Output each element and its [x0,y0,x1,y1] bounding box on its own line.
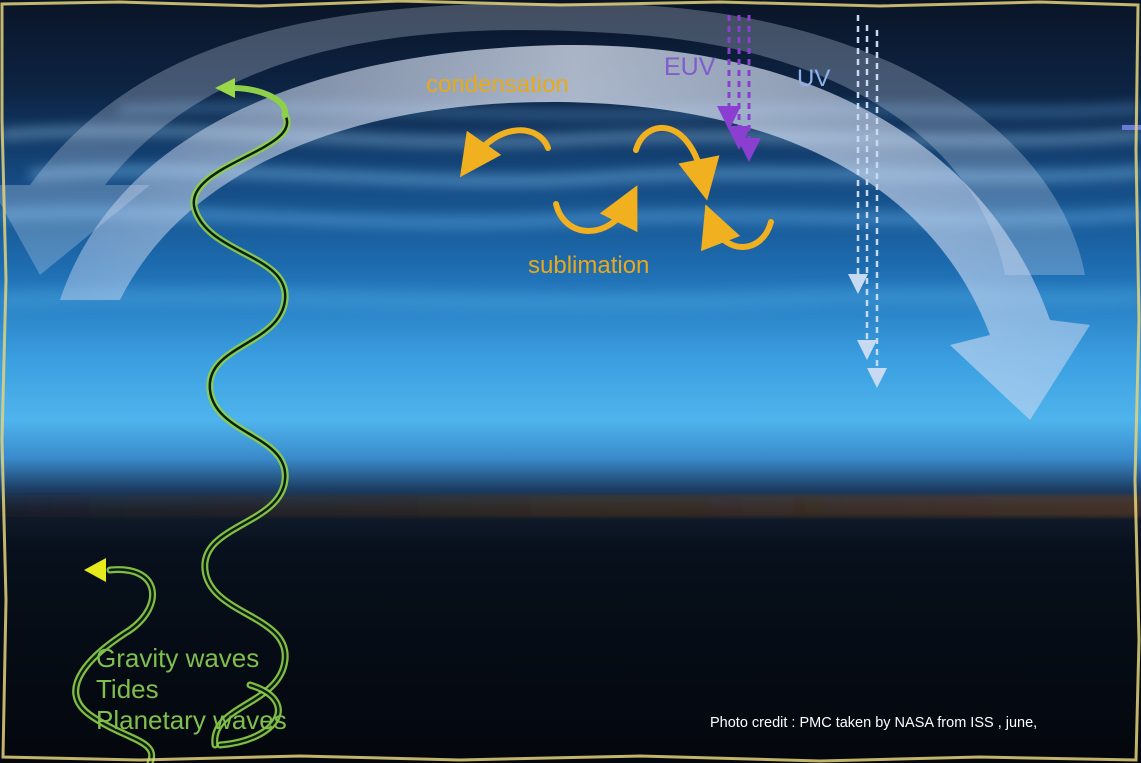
condensation-arrow-2 [633,125,720,201]
condensation-label: condensation [426,71,569,98]
short-wave-core [74,568,154,763]
uv-label: UV [797,65,831,92]
wave-type-gravity: Gravity waves [96,643,260,673]
main-circulation-arrow [60,44,1090,421]
atmospheric-waves [72,78,291,763]
sublimation-label: sublimation [528,252,650,279]
tall-wave-head [215,78,235,98]
euv-rays [717,15,761,162]
wave-type-planetary: Planetary waves [96,705,287,736]
circulation-arrows [0,3,1090,421]
uv-rays [848,15,887,388]
horizon-glow [0,495,1141,517]
mid-wave-core [218,683,280,747]
outer-circulation-arc [0,3,1085,275]
tall-wave-top [229,85,289,118]
wave-types-list: Gravity waves Tides Planetary waves [96,643,287,737]
photo-credit: Photo credit : PMC taken by NASA from IS… [710,715,1038,731]
sublimation-arrow-2 [701,204,774,252]
edge-tick [1122,125,1141,130]
sublimation-arrow-1 [553,185,638,234]
wave-type-tides: Tides [96,674,159,705]
phase-change-arrows [459,125,774,252]
short-wave-head [84,558,106,582]
condensation-arrow-1 [459,127,551,178]
tall-wave-core [192,113,289,747]
euv-label: EUV [664,53,716,81]
